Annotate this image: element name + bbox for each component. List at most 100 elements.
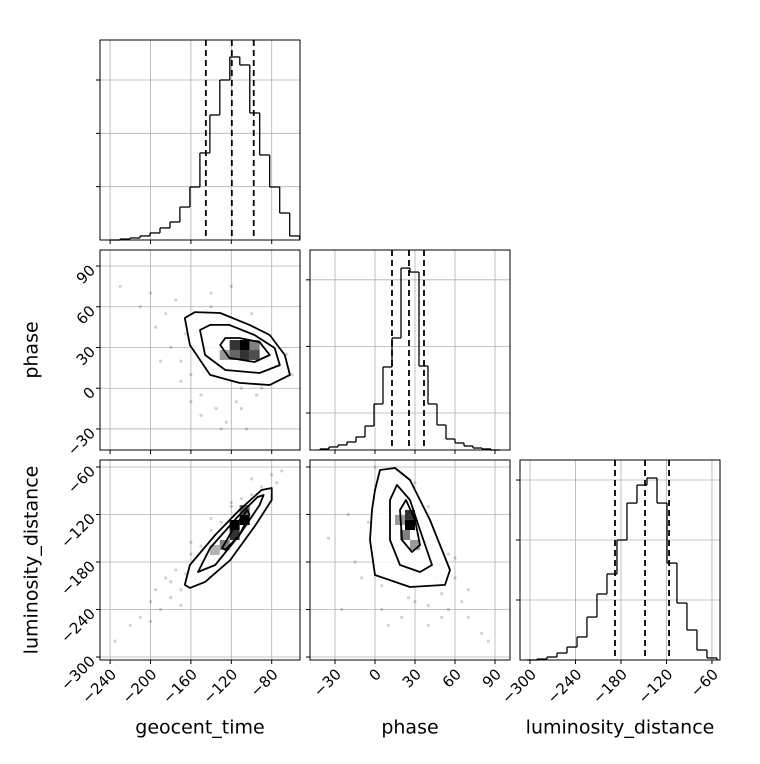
- sample-point: [426, 504, 430, 509]
- contour-line: [369, 467, 451, 588]
- contour-line: [183, 487, 273, 589]
- sample-point: [413, 599, 417, 604]
- sample-point: [219, 427, 223, 431]
- density-cell: [229, 349, 240, 360]
- sample-point: [189, 400, 193, 404]
- sample-point: [466, 588, 470, 592]
- y-axis-label: phase: [21, 321, 43, 378]
- sample-point: [153, 588, 158, 592]
- x-axis-label: phase: [381, 717, 438, 739]
- density-cell: [249, 349, 260, 360]
- axes-frame: [309, 459, 511, 661]
- sample-point: [466, 615, 470, 620]
- sample-point: [209, 516, 213, 521]
- sample-point: [189, 373, 193, 377]
- sample-point: [460, 599, 464, 604]
- sample-point: [164, 576, 168, 580]
- sample-point: [189, 540, 193, 544]
- sample-point: [229, 504, 233, 509]
- contour-line: [221, 509, 251, 551]
- sample-point: [346, 512, 350, 517]
- contour-line: [389, 484, 433, 573]
- sample-point: [138, 305, 143, 309]
- x-axis-label: luminosity_distance: [526, 717, 715, 739]
- sample-point: [148, 619, 153, 623]
- sample-point: [440, 615, 444, 620]
- density-cell: [219, 349, 230, 360]
- contour-line: [399, 499, 421, 553]
- sample-point: [290, 373, 294, 377]
- axes-frame: [309, 249, 511, 451]
- density-cell: [239, 349, 250, 360]
- sample-point: [244, 427, 249, 431]
- sample-point: [480, 631, 484, 635]
- contour-line: [183, 311, 291, 386]
- sample-point: [219, 520, 223, 524]
- sample-point: [153, 325, 158, 329]
- sample-point: [209, 528, 213, 532]
- axes-frame: [99, 39, 301, 241]
- sample-point: [453, 556, 457, 560]
- sample-point: [128, 623, 132, 627]
- sample-point: [285, 352, 289, 356]
- density-cell: [229, 340, 240, 351]
- sample-point: [159, 607, 163, 612]
- sample-point: [426, 603, 430, 608]
- x-axis-label: geocent_time: [135, 717, 264, 739]
- sample-point: [239, 406, 244, 411]
- sample-point: [138, 615, 143, 620]
- sample-point: [353, 560, 357, 564]
- sample-point: [400, 615, 404, 620]
- contour-line: [219, 337, 271, 363]
- sample-point: [214, 406, 218, 411]
- density-cell: [410, 539, 420, 550]
- sample-point: [275, 481, 279, 485]
- axes-frame: [99, 459, 301, 661]
- sample-point: [406, 596, 410, 600]
- sample-point: [260, 485, 264, 489]
- sample-point: [169, 345, 173, 350]
- sample-point: [164, 311, 168, 316]
- sample-point: [148, 291, 153, 295]
- sample-point: [366, 520, 370, 524]
- sample-point: [224, 420, 228, 424]
- sample-point: [440, 592, 444, 596]
- sample-point: [209, 305, 213, 309]
- sample-point: [179, 359, 183, 363]
- sample-point: [249, 477, 254, 481]
- sample-point: [360, 576, 364, 580]
- sample-point: [113, 639, 117, 643]
- sample-point: [380, 607, 384, 612]
- contour-line: [197, 494, 265, 573]
- sample-point: [373, 465, 377, 469]
- panel: [96, 39, 301, 244]
- density-cell: [239, 515, 250, 526]
- axes-frame: [99, 249, 301, 451]
- density-cell: [405, 509, 415, 520]
- sample-point: [199, 413, 203, 417]
- sample-point: [239, 386, 244, 390]
- sample-point: [174, 568, 178, 572]
- density-cell: [209, 544, 220, 555]
- sample-point: [446, 607, 450, 612]
- sample-point: [169, 580, 173, 584]
- sample-point: [380, 584, 384, 588]
- sample-point: [413, 481, 417, 485]
- density-cell: [239, 340, 250, 351]
- sample-point: [453, 576, 457, 580]
- sample-point: [118, 284, 122, 288]
- sample-point: [199, 544, 203, 548]
- sample-point: [386, 623, 390, 627]
- sample-point: [446, 552, 450, 556]
- sample-point: [174, 298, 178, 302]
- contour-line: [199, 324, 281, 374]
- density-cell: [229, 529, 240, 540]
- sample-point: [209, 291, 213, 295]
- panel: [306, 249, 511, 454]
- sample-point: [189, 552, 193, 556]
- sample-point: [239, 497, 244, 501]
- density-cell: [249, 340, 260, 351]
- sample-point: [249, 311, 254, 316]
